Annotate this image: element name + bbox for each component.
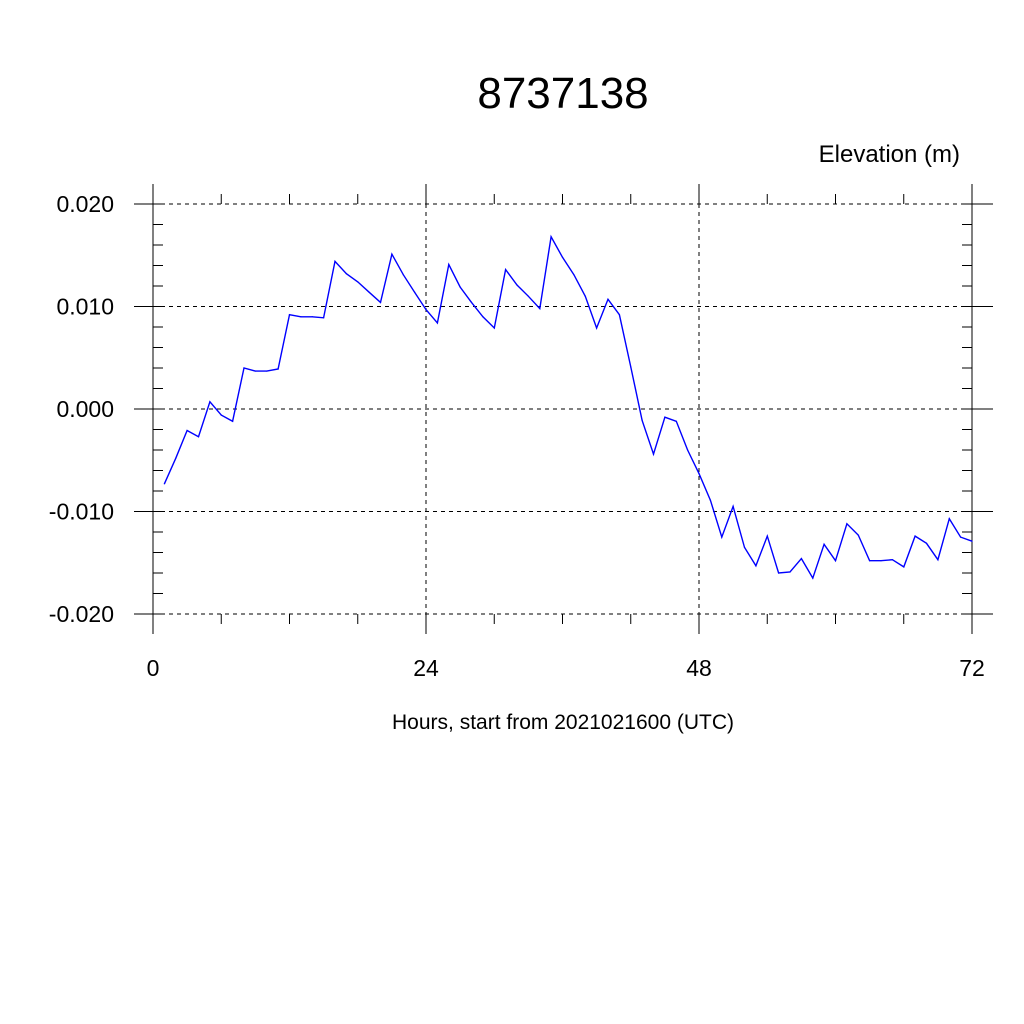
x-tick-label: 24 (413, 655, 439, 681)
data-point (869, 560, 871, 562)
data-point (812, 577, 814, 579)
data-point (357, 281, 359, 283)
data-point (743, 546, 746, 548)
data-point (288, 314, 291, 316)
data-point (266, 370, 268, 372)
data-point (698, 472, 700, 475)
data-point (914, 535, 916, 537)
y-tick-label: 0.020 (56, 191, 114, 217)
x-tick-label: 72 (959, 655, 985, 681)
x-axis-label: Hours, start from 2021021600 (UTC) (392, 711, 734, 734)
data-point (197, 436, 200, 438)
data-point (323, 317, 325, 319)
data-point (800, 558, 802, 560)
data-point (618, 314, 620, 316)
data-point (368, 291, 370, 293)
y-tick-label: 0.000 (56, 396, 114, 422)
data-point (971, 540, 973, 542)
data-point (175, 457, 177, 459)
data-point (345, 273, 347, 275)
data-point (436, 322, 438, 324)
data-point (664, 416, 666, 418)
chart-title: 8737138 (477, 69, 648, 118)
data-point (243, 367, 245, 369)
data-point (766, 535, 768, 537)
data-point (687, 449, 689, 451)
data-point (300, 316, 302, 318)
data-point (448, 263, 450, 266)
data-point (539, 307, 541, 310)
axes (134, 184, 993, 634)
data-point (163, 483, 165, 485)
data-point (721, 536, 723, 538)
data-point (903, 566, 905, 568)
data-point (277, 368, 279, 370)
data-point (186, 429, 188, 432)
data-point (778, 572, 780, 574)
data-point (925, 542, 928, 544)
data-point (561, 256, 564, 258)
data-point (891, 559, 893, 561)
data-point (607, 298, 609, 300)
data-point (937, 559, 939, 561)
data-point (493, 327, 495, 329)
data-point (334, 260, 336, 262)
data-point (505, 269, 507, 271)
y-tick-label: -0.020 (49, 601, 114, 627)
data-point (596, 327, 598, 329)
data-point (857, 534, 859, 536)
data-point (880, 560, 882, 562)
data-point (732, 505, 734, 507)
data-point (584, 295, 586, 297)
elevation-series-line (163, 234, 973, 580)
data-point (379, 301, 382, 303)
data-point (755, 565, 757, 567)
data-point (834, 560, 837, 562)
data-point (709, 499, 711, 501)
data-point (391, 253, 393, 255)
data-point (675, 420, 677, 422)
data-point (209, 401, 211, 403)
series (163, 234, 973, 580)
data-point (550, 236, 552, 238)
data-point (232, 420, 234, 422)
y-tick-label: 0.010 (56, 294, 114, 320)
data-point (482, 316, 484, 318)
data-point (459, 286, 461, 288)
data-point (311, 316, 313, 318)
data-point (425, 308, 427, 311)
data-point (641, 419, 643, 421)
data-point (573, 274, 575, 276)
data-point (846, 523, 848, 525)
data-point (402, 274, 404, 276)
x-tick-label: 48 (686, 655, 712, 681)
data-point (220, 414, 222, 416)
y-axis-label: Elevation (m) (819, 141, 960, 168)
data-point (960, 536, 962, 538)
data-point (823, 543, 825, 545)
data-point (527, 295, 529, 297)
data-point (630, 366, 632, 368)
data-point (516, 284, 518, 286)
data-point (789, 571, 791, 573)
x-tick-label: 0 (147, 655, 160, 681)
y-tick-label: -0.010 (49, 499, 114, 525)
data-point (652, 453, 655, 455)
data-point (470, 301, 473, 303)
data-point (254, 370, 256, 372)
tick-labels: 0.020 0.010 0.000 -0.010 -0.020 0 24 48 72 (49, 191, 985, 681)
data-point (414, 291, 416, 293)
data-point (948, 518, 950, 520)
